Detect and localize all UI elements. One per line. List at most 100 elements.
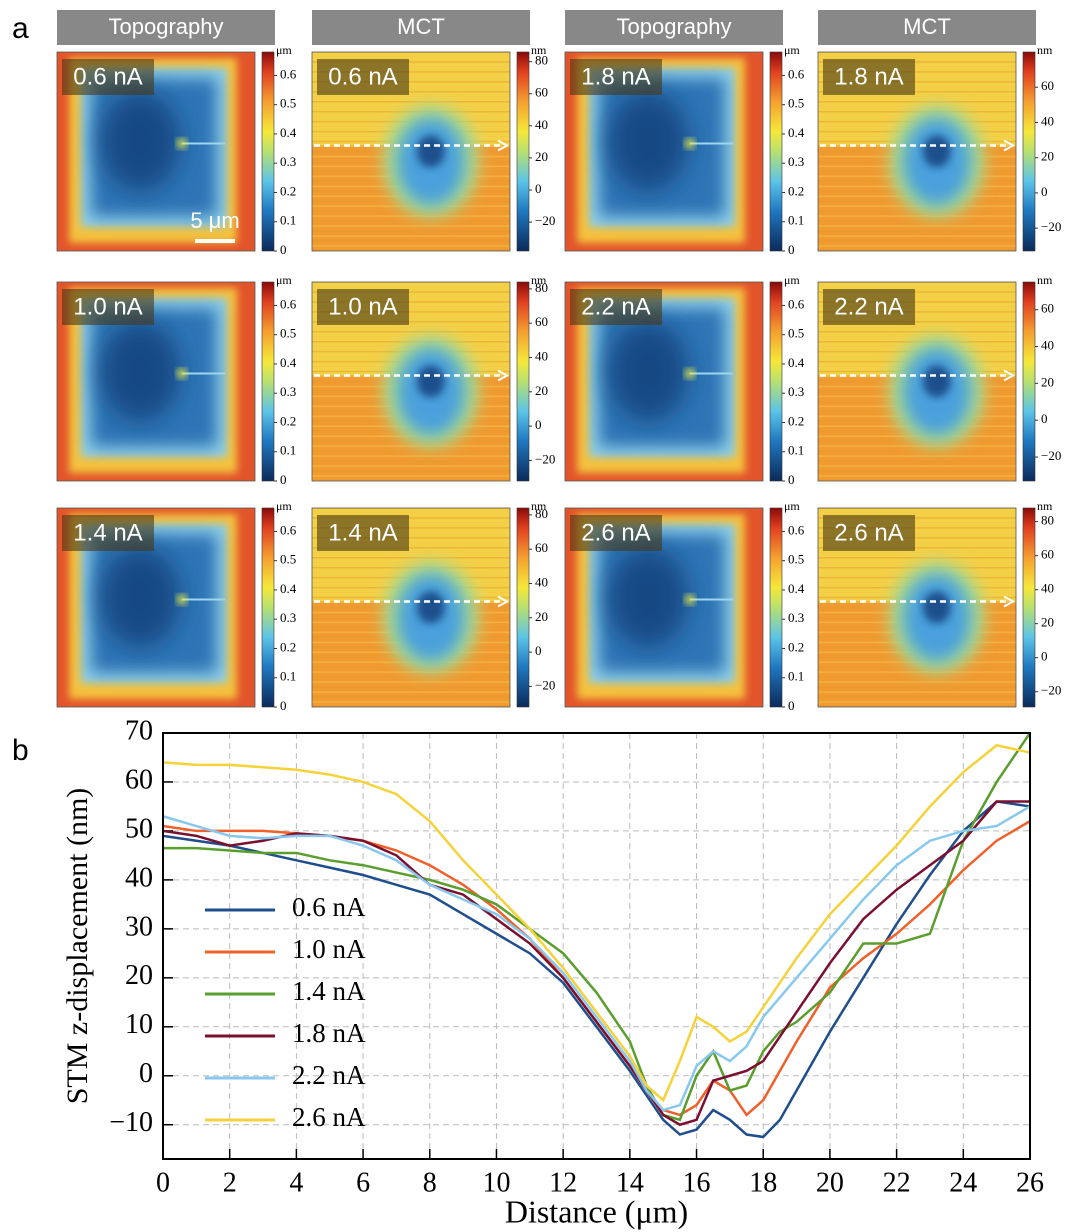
colorbar-tick-label: 0.6	[280, 66, 297, 81]
image-frame	[311, 507, 511, 708]
scan-arrow	[1003, 139, 1016, 152]
colorbar-tick-label: 60	[1041, 78, 1054, 93]
current-label: 0.6 nA	[328, 63, 397, 90]
scan-arrow	[1003, 369, 1016, 382]
colorbar-unit: μm	[784, 499, 800, 513]
colorbar-tick-label: 60	[535, 314, 548, 329]
colorbar	[516, 51, 530, 252]
colorbar-tick-label: 0.4	[788, 125, 805, 140]
colorbar-tick-label: 0.1	[280, 669, 296, 684]
colorbar-tick-label: 40	[1041, 581, 1054, 596]
colorbar-tick-label: −20	[1041, 683, 1061, 698]
current-label: 1.4 nA	[73, 519, 142, 546]
colorbar-unit: nm	[1037, 43, 1053, 57]
scan-arrow	[497, 595, 510, 608]
colorbar-tick-label: 0.6	[788, 66, 805, 81]
colorbar-tick-label: 80	[535, 53, 548, 68]
colorbar-tick-label: 0.6	[280, 522, 297, 537]
plot-frame	[162, 732, 1031, 1160]
legend-label: 1.0 nA	[292, 934, 366, 964]
x-tick-label: 0	[156, 1167, 170, 1198]
series-line	[162, 743, 1031, 1103]
label-box	[570, 289, 662, 325]
current-label: 2.2 nA	[834, 293, 903, 320]
image-dot	[684, 594, 695, 605]
colorbar	[769, 507, 783, 708]
colorbar-tick-label: −20	[1041, 219, 1061, 234]
colorbar-tick-label: 0.5	[788, 552, 804, 567]
header-box	[818, 10, 1036, 45]
colorbar-tick-label: 60	[535, 85, 548, 100]
image-frame	[56, 507, 256, 708]
header: Topography	[617, 14, 732, 39]
image-frame	[56, 51, 256, 252]
image-frame	[817, 281, 1017, 482]
y-tick-label: 40	[125, 862, 153, 893]
series-line	[162, 800, 1031, 1139]
colorbar-tick-label: 0	[1041, 649, 1048, 664]
panel-letter: a	[12, 12, 29, 45]
colorbar-tick-label: 0.5	[280, 326, 296, 341]
colorbar-unit: μm	[784, 43, 800, 57]
colorbar-tick-label: 0	[788, 698, 795, 713]
colorbar-tick-label: 0.2	[280, 183, 296, 198]
colorbar-unit: nm	[531, 273, 547, 287]
image	[312, 282, 510, 481]
image-frame	[311, 281, 511, 482]
current-label: 1.0 nA	[328, 293, 397, 320]
header: Topography	[109, 14, 224, 39]
colorbar-tick-label: 20	[535, 609, 548, 624]
x-tick-label: 10	[482, 1167, 510, 1198]
scan-arrow	[497, 139, 510, 152]
header-box	[565, 10, 783, 45]
x-tick-label: 26	[1016, 1167, 1044, 1198]
colorbar-tick-label: 40	[535, 574, 548, 589]
colorbar-tick-label: 20	[1041, 615, 1054, 630]
panel-letter: b	[12, 734, 29, 767]
y-tick-label: −10	[109, 1107, 153, 1138]
image-frame	[56, 281, 256, 482]
image-dot	[176, 138, 187, 149]
image-frame	[311, 51, 511, 252]
legend-label: 1.8 nA	[292, 1018, 366, 1048]
current-label: 0.6 nA	[73, 63, 142, 90]
colorbar	[516, 281, 530, 482]
x-tick-label: 8	[423, 1167, 437, 1198]
colorbar-tick-label: −20	[535, 677, 555, 692]
colorbar-tick-label: 0.4	[788, 581, 805, 596]
colorbar-tick-label: 0	[1041, 184, 1048, 199]
header-box	[57, 10, 275, 45]
colorbar-tick-label: 0	[788, 472, 795, 487]
label-box	[62, 59, 154, 95]
x-tick-label: 22	[883, 1167, 911, 1198]
colorbar-tick-label: 20	[535, 383, 548, 398]
colorbar	[769, 281, 783, 482]
colorbar-tick-label: 0.4	[280, 125, 297, 140]
colorbar-tick-label: 20	[535, 149, 548, 164]
colorbar-tick-label: 0	[1041, 411, 1048, 426]
colorbar-tick-label: 0.3	[788, 610, 804, 625]
current-label: 1.0 nA	[73, 293, 142, 320]
colorbar-tick-label: −20	[535, 213, 555, 228]
colorbar-tick-label: 0.1	[788, 443, 804, 458]
current-label: 2.6 nA	[834, 519, 903, 546]
image	[818, 52, 1016, 251]
colorbar-tick-label: 0.5	[280, 96, 296, 111]
colorbar-tick-label: 40	[1041, 113, 1054, 128]
x-tick-label: 4	[289, 1167, 303, 1198]
image-frame	[564, 281, 764, 482]
image-frame	[817, 507, 1017, 708]
label-box	[62, 515, 154, 551]
x-tick-label: 16	[683, 1167, 711, 1198]
y-tick-label: 50	[125, 813, 153, 844]
image-dark	[608, 91, 689, 192]
y-tick-label: 60	[125, 764, 153, 795]
image	[312, 508, 510, 707]
label-box	[317, 515, 409, 551]
image-dark	[100, 321, 181, 422]
image-core	[416, 135, 445, 168]
colorbar-tick-label: 40	[535, 348, 548, 363]
colorbar-tick-label: 0.1	[788, 213, 804, 228]
series-line	[162, 805, 1031, 1112]
